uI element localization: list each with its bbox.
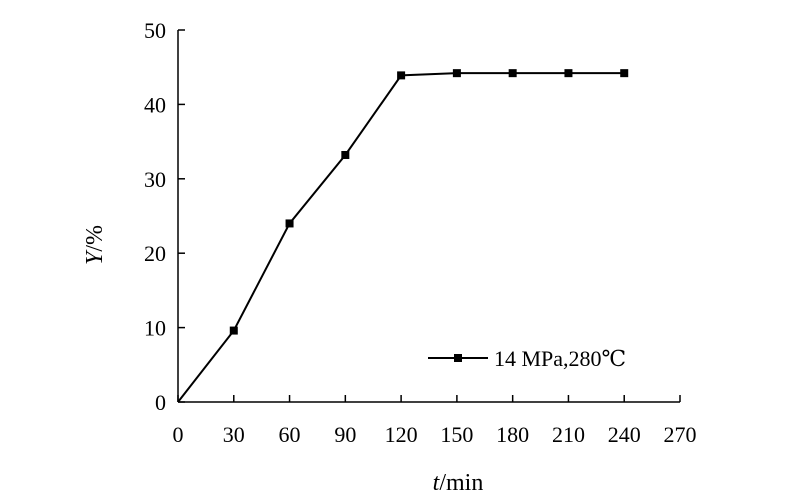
- y-tick-label: 40: [144, 92, 166, 117]
- x-tick-label: 210: [552, 422, 585, 447]
- x-tick-label: 0: [173, 422, 184, 447]
- y-tick-label: 10: [144, 316, 166, 341]
- x-tick-label: 270: [664, 422, 697, 447]
- data-point: [620, 69, 629, 78]
- data-point: [229, 326, 238, 335]
- y-axis-label: Y/%: [82, 225, 108, 265]
- x-tick-label: 120: [385, 422, 418, 447]
- x-axis-label: t/min: [433, 470, 484, 496]
- x-tick-label: 150: [440, 422, 473, 447]
- x-tick-label: 240: [608, 422, 641, 447]
- data-point: [397, 71, 406, 80]
- x-axis: 0 30 60 90 120 150 180 210 240 270: [173, 395, 697, 447]
- y-tick-label: 0: [155, 390, 166, 415]
- x-tick-label: 30: [223, 422, 245, 447]
- y-axis-label-unit: /%: [82, 225, 108, 252]
- x-tick-label: 60: [279, 422, 301, 447]
- x-tick-label: 90: [334, 422, 356, 447]
- series-layer: [177, 69, 629, 403]
- y-axis: 0 10 20 30 40 50: [144, 18, 185, 415]
- data-point: [285, 219, 294, 228]
- data-point: [564, 69, 573, 78]
- x-tick-label: 180: [496, 422, 529, 447]
- y-tick-label: 30: [144, 167, 166, 192]
- legend-label: 14 MPa,280℃: [494, 346, 626, 371]
- y-axis-label-var: Y: [82, 249, 108, 265]
- y-tick-label: 20: [144, 241, 166, 266]
- legend-marker: [454, 354, 462, 362]
- x-axis-label-unit: /min: [439, 470, 483, 496]
- x-axis-label-var: t: [433, 470, 441, 496]
- y-tick-label: 50: [144, 18, 166, 43]
- data-point: [452, 69, 461, 78]
- legend: 14 MPa,280℃: [428, 346, 626, 371]
- data-point: [508, 69, 517, 78]
- data-point: [341, 150, 350, 159]
